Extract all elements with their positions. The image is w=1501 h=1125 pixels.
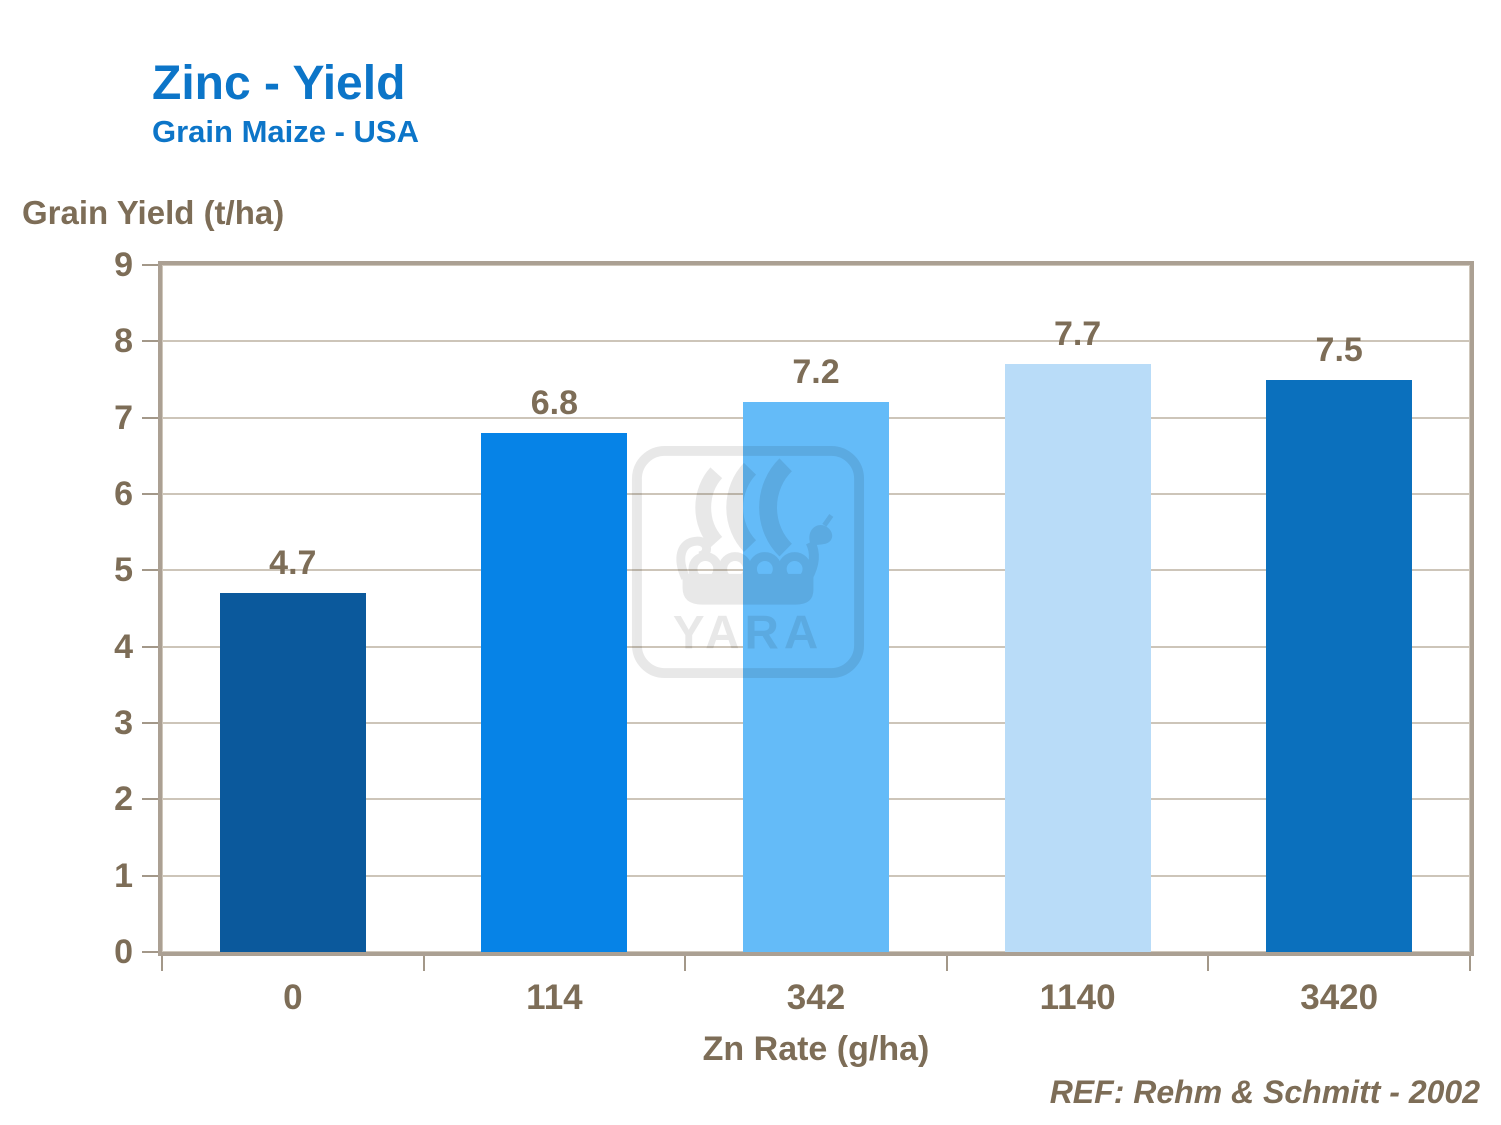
x-tick-label: 0: [283, 978, 303, 1017]
y-axis-tick: [142, 798, 158, 801]
y-tick-label: 0: [114, 933, 133, 971]
y-axis-tick: [142, 722, 158, 724]
y-axis-tick: [142, 493, 158, 495]
x-axis-title: Zn Rate (g/ha): [702, 1030, 930, 1068]
x-axis-tick: [161, 956, 163, 971]
watermark-frame: [631, 445, 865, 679]
bar-value-label: 6.8: [530, 383, 579, 422]
y-axis-tick: [142, 416, 158, 419]
bar-value-label: 7.2: [792, 353, 840, 392]
y-tick-label: 8: [114, 322, 133, 361]
watermark-text: YARA: [673, 606, 823, 659]
y-axis-tick: [142, 645, 158, 648]
y-tick-label: 3: [114, 704, 133, 742]
y-axis-tick: [142, 874, 158, 877]
x-tick-label: 1140: [1039, 978, 1116, 1017]
ship-sails-icon: [695, 458, 793, 557]
x-tick-label: 114: [526, 978, 583, 1017]
bar-114: [481, 432, 628, 952]
x-tick-label: 3420: [1300, 978, 1379, 1017]
bar-1140: [1004, 364, 1151, 952]
y-tick-label: 7: [114, 398, 133, 437]
ship-hull-icon: [676, 513, 834, 605]
plot-area: YARA 0 1 2 3 4 5 6 7 8 9 4.7 0 6.8 114 7.2 342 7.7 1140 7.…: [114, 246, 1474, 1017]
yara-logo-watermark: YARA: [631, 445, 865, 679]
x-axis-tick: [1207, 956, 1210, 971]
y-tick-label: 4: [114, 627, 133, 666]
x-axis-tick: [1469, 956, 1471, 971]
x-axis-tick: [422, 956, 425, 971]
y-axis-tick: [142, 340, 158, 343]
bar-3420: [1266, 379, 1413, 952]
gridline: [162, 340, 1470, 343]
y-tick-label: 2: [114, 780, 133, 819]
bar-0: [219, 593, 366, 952]
reference-text: REF: Rehm & Schmitt - 2002: [1049, 1074, 1480, 1110]
y-tick-label: 9: [114, 246, 133, 284]
bar-value-label: 7.7: [1053, 315, 1102, 354]
x-tick-label: 342: [786, 978, 846, 1017]
y-tick-label: 6: [114, 475, 133, 513]
y-axis-tick: [142, 264, 158, 266]
y-tick-label: 1: [114, 856, 133, 895]
y-axis-title: Grain Yield (t/ha): [22, 194, 285, 231]
bar-value-label: 4.7: [269, 544, 317, 583]
x-axis-tick: [684, 956, 687, 971]
chart-subtitle: Grain Maize - USA: [152, 114, 419, 149]
x-axis-tick: [945, 956, 948, 971]
bar-342: [743, 402, 889, 952]
y-tick-label: 5: [114, 551, 133, 590]
y-axis-tick: [142, 569, 158, 572]
chart-title: Zinc - Yield: [152, 57, 406, 110]
bar-value-label: 7.5: [1315, 330, 1363, 369]
y-axis-tick: [142, 951, 158, 953]
